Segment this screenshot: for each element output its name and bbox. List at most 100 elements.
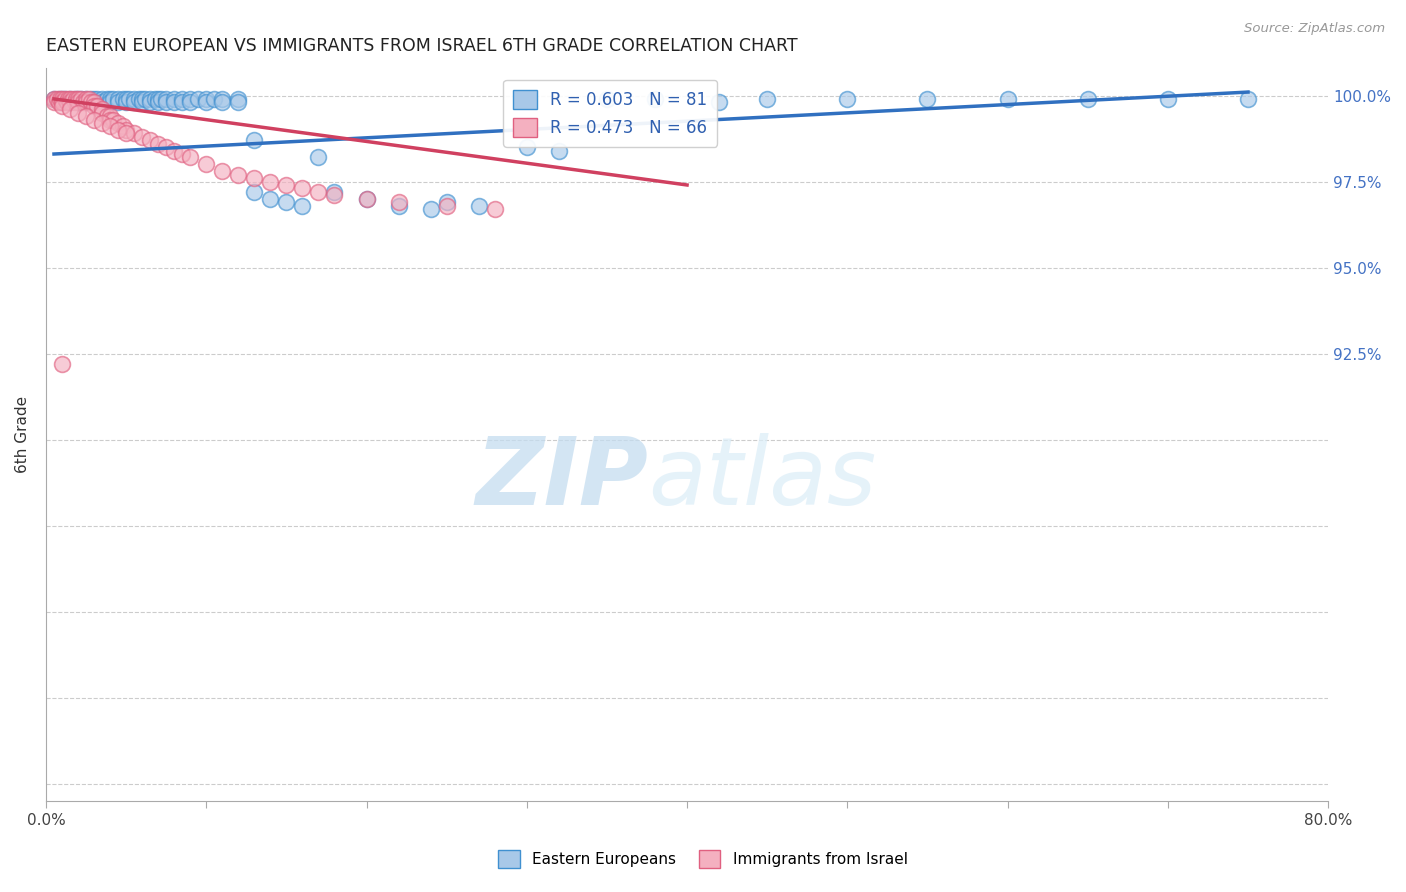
Point bbox=[91, 116, 114, 130]
Point bbox=[75, 92, 97, 106]
Point bbox=[187, 92, 209, 106]
Point bbox=[115, 92, 138, 106]
Point bbox=[323, 185, 346, 199]
Point bbox=[146, 95, 169, 110]
Point bbox=[276, 178, 298, 192]
Point bbox=[66, 92, 89, 106]
Point bbox=[172, 92, 194, 106]
Point bbox=[51, 95, 73, 110]
Point bbox=[179, 92, 201, 106]
Point bbox=[98, 109, 121, 123]
Point bbox=[155, 92, 177, 106]
Point bbox=[131, 92, 153, 106]
Point bbox=[98, 92, 121, 106]
Point bbox=[356, 192, 378, 206]
Point bbox=[419, 202, 441, 216]
Point bbox=[83, 99, 105, 113]
Point bbox=[98, 95, 121, 110]
Point bbox=[226, 168, 249, 182]
Point bbox=[387, 195, 409, 210]
Point bbox=[48, 95, 70, 110]
Point bbox=[211, 95, 233, 110]
Point bbox=[122, 95, 145, 110]
Point bbox=[63, 92, 86, 106]
Point bbox=[70, 92, 93, 106]
Point bbox=[70, 92, 93, 106]
Point bbox=[150, 92, 173, 106]
Text: atlas: atlas bbox=[648, 433, 877, 524]
Point bbox=[291, 199, 314, 213]
Point bbox=[118, 92, 141, 106]
Y-axis label: 6th Grade: 6th Grade bbox=[15, 396, 30, 473]
Point bbox=[243, 171, 266, 186]
Point bbox=[107, 123, 129, 137]
Point bbox=[59, 95, 82, 110]
Point bbox=[243, 133, 266, 147]
Point bbox=[66, 95, 89, 110]
Point bbox=[467, 199, 489, 213]
Point bbox=[91, 92, 114, 106]
Point bbox=[53, 92, 76, 106]
Point bbox=[837, 92, 859, 106]
Point bbox=[516, 140, 538, 154]
Point bbox=[259, 192, 281, 206]
Point bbox=[997, 92, 1019, 106]
Point bbox=[111, 92, 134, 106]
Point bbox=[98, 120, 121, 134]
Point bbox=[179, 95, 201, 110]
Point bbox=[80, 95, 103, 110]
Point bbox=[86, 92, 108, 106]
Point bbox=[243, 185, 266, 199]
Point bbox=[172, 95, 194, 110]
Point bbox=[66, 92, 89, 106]
Point bbox=[103, 92, 125, 106]
Point bbox=[291, 181, 314, 195]
Text: EASTERN EUROPEAN VS IMMIGRANTS FROM ISRAEL 6TH GRADE CORRELATION CHART: EASTERN EUROPEAN VS IMMIGRANTS FROM ISRA… bbox=[46, 37, 797, 55]
Point bbox=[75, 95, 97, 110]
Point bbox=[917, 92, 939, 106]
Point bbox=[51, 357, 73, 371]
Point bbox=[91, 105, 114, 120]
Point bbox=[131, 129, 153, 144]
Point bbox=[107, 92, 129, 106]
Point bbox=[547, 144, 569, 158]
Point bbox=[107, 116, 129, 130]
Point bbox=[58, 92, 80, 106]
Point bbox=[75, 95, 97, 110]
Point bbox=[42, 92, 65, 106]
Point bbox=[387, 199, 409, 213]
Point bbox=[756, 92, 779, 106]
Point bbox=[195, 157, 218, 171]
Point bbox=[83, 95, 105, 110]
Point bbox=[202, 92, 225, 106]
Point bbox=[1077, 92, 1099, 106]
Point bbox=[98, 112, 121, 127]
Point bbox=[122, 92, 145, 106]
Point bbox=[211, 92, 233, 106]
Point bbox=[75, 92, 97, 106]
Point bbox=[307, 151, 329, 165]
Point bbox=[139, 95, 162, 110]
Point bbox=[91, 103, 114, 117]
Text: ZIP: ZIP bbox=[475, 433, 648, 524]
Point bbox=[111, 120, 134, 134]
Point bbox=[66, 105, 89, 120]
Point bbox=[51, 92, 73, 106]
Point bbox=[155, 140, 177, 154]
Point bbox=[259, 175, 281, 189]
Point bbox=[179, 151, 201, 165]
Point bbox=[53, 92, 76, 106]
Point bbox=[96, 92, 118, 106]
Point bbox=[62, 92, 84, 106]
Point bbox=[226, 92, 249, 106]
Point bbox=[155, 95, 177, 110]
Point bbox=[436, 199, 458, 213]
Point bbox=[596, 92, 619, 106]
Point bbox=[48, 92, 70, 106]
Legend: Eastern Europeans, Immigrants from Israel: Eastern Europeans, Immigrants from Israe… bbox=[492, 844, 914, 873]
Point bbox=[436, 195, 458, 210]
Point bbox=[65, 92, 87, 106]
Point bbox=[146, 92, 169, 106]
Point bbox=[63, 95, 86, 110]
Point bbox=[143, 92, 166, 106]
